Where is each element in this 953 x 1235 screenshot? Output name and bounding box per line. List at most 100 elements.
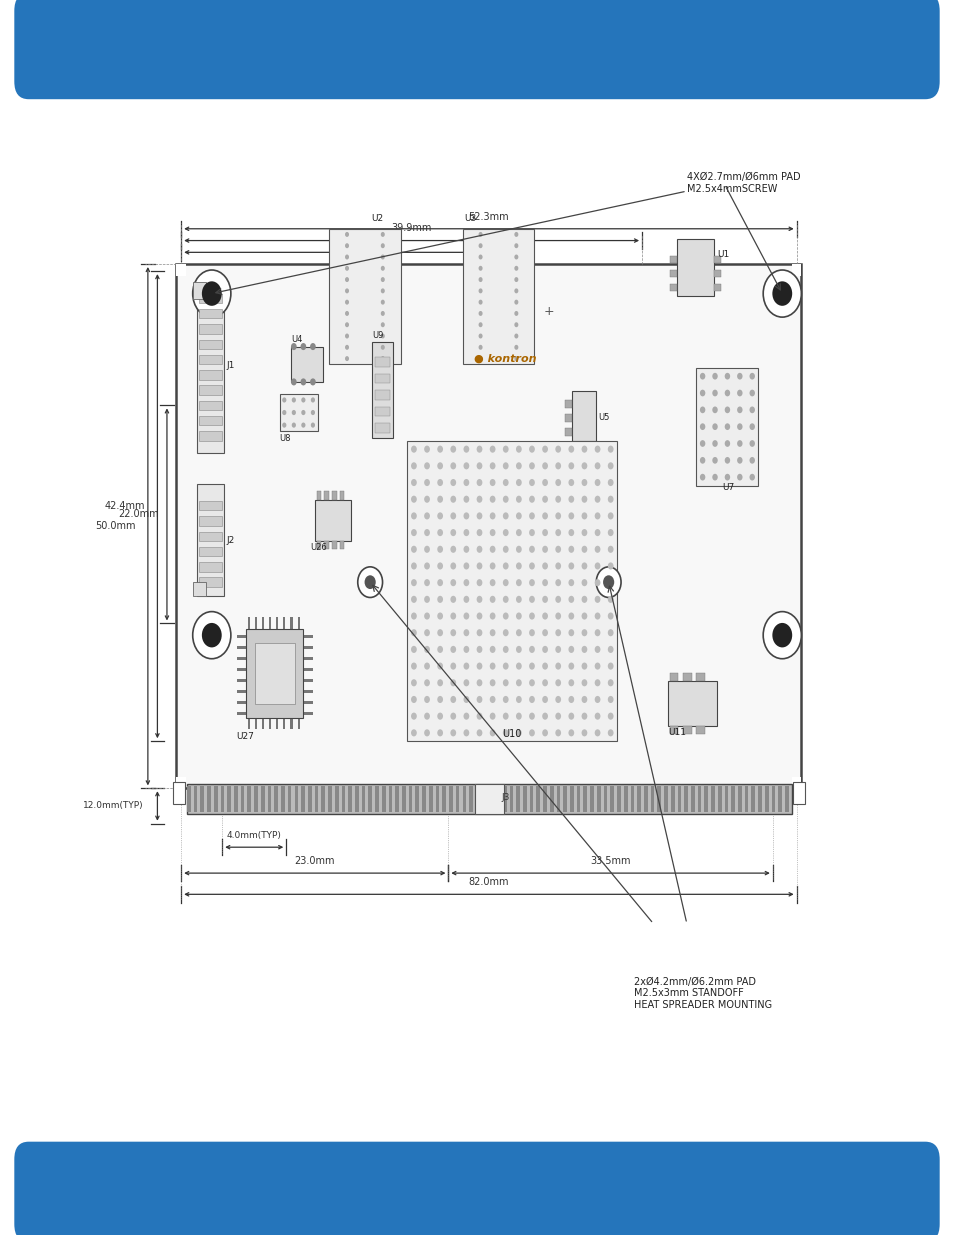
Circle shape (489, 679, 495, 687)
Bar (236, 701, 246, 704)
Circle shape (489, 546, 495, 553)
Circle shape (463, 595, 469, 603)
Bar (422, 785, 425, 811)
Bar (199, 562, 222, 572)
Bar (274, 785, 277, 811)
Circle shape (700, 457, 704, 463)
Circle shape (516, 730, 521, 736)
Circle shape (502, 462, 508, 469)
Circle shape (541, 513, 547, 520)
Circle shape (737, 390, 741, 396)
Circle shape (489, 529, 495, 536)
Circle shape (737, 457, 741, 463)
Text: U26: U26 (310, 543, 327, 552)
Circle shape (700, 424, 704, 430)
Bar (778, 785, 781, 811)
Circle shape (502, 562, 508, 569)
Bar (650, 785, 654, 811)
Bar (297, 618, 299, 630)
Circle shape (712, 390, 717, 396)
Circle shape (529, 495, 535, 503)
Bar (316, 541, 321, 550)
Bar (199, 547, 222, 556)
Circle shape (345, 243, 349, 248)
Circle shape (516, 495, 521, 503)
Circle shape (568, 646, 574, 653)
Circle shape (568, 462, 574, 469)
Circle shape (568, 730, 574, 736)
Bar (375, 785, 378, 811)
Bar (731, 785, 734, 811)
Circle shape (424, 529, 430, 536)
Bar (329, 228, 400, 364)
Bar (361, 785, 365, 811)
Circle shape (568, 479, 574, 487)
Circle shape (712, 406, 717, 414)
Circle shape (502, 446, 508, 453)
Circle shape (594, 479, 599, 487)
Circle shape (514, 345, 517, 350)
Bar (564, 427, 572, 436)
Circle shape (489, 713, 495, 720)
Circle shape (463, 479, 469, 487)
Bar (375, 374, 390, 383)
Circle shape (436, 629, 442, 636)
Bar (713, 270, 720, 277)
Circle shape (424, 613, 430, 620)
Circle shape (529, 613, 535, 620)
Bar (549, 785, 553, 811)
Circle shape (436, 595, 442, 603)
Circle shape (463, 446, 469, 453)
Bar (283, 618, 285, 630)
Circle shape (568, 629, 574, 636)
Bar (290, 618, 293, 630)
Bar (610, 785, 614, 811)
Bar (375, 406, 390, 416)
Circle shape (424, 662, 430, 669)
Circle shape (502, 695, 508, 703)
Circle shape (450, 595, 456, 603)
Circle shape (476, 495, 482, 503)
Circle shape (463, 695, 469, 703)
Circle shape (541, 595, 547, 603)
Bar (482, 785, 486, 811)
Bar (536, 785, 539, 811)
Circle shape (514, 254, 517, 259)
Circle shape (463, 546, 469, 553)
Circle shape (463, 462, 469, 469)
Bar (303, 635, 313, 638)
Circle shape (541, 629, 547, 636)
Circle shape (476, 595, 482, 603)
Bar (469, 785, 473, 811)
Bar (332, 541, 336, 550)
Text: 82.0mm: 82.0mm (468, 877, 509, 887)
Bar (718, 785, 720, 811)
Circle shape (411, 713, 416, 720)
Circle shape (476, 446, 482, 453)
Circle shape (602, 576, 614, 589)
Circle shape (607, 462, 613, 469)
Circle shape (502, 546, 508, 553)
Text: U9: U9 (372, 331, 383, 340)
Text: U10: U10 (502, 729, 521, 739)
Bar (690, 785, 694, 811)
Bar (697, 785, 700, 811)
Bar (475, 783, 503, 814)
Circle shape (529, 662, 535, 669)
Circle shape (529, 513, 535, 520)
Circle shape (489, 562, 495, 569)
Text: 39.9mm: 39.9mm (391, 224, 432, 233)
Bar (381, 785, 385, 811)
Bar (303, 646, 313, 650)
Circle shape (489, 629, 495, 636)
Circle shape (516, 613, 521, 620)
Bar (246, 630, 303, 718)
Circle shape (193, 611, 231, 658)
Circle shape (737, 373, 741, 379)
Circle shape (529, 562, 535, 569)
Circle shape (581, 629, 587, 636)
Circle shape (581, 730, 587, 736)
Bar (771, 785, 775, 811)
Bar (199, 370, 222, 379)
Bar (442, 785, 446, 811)
